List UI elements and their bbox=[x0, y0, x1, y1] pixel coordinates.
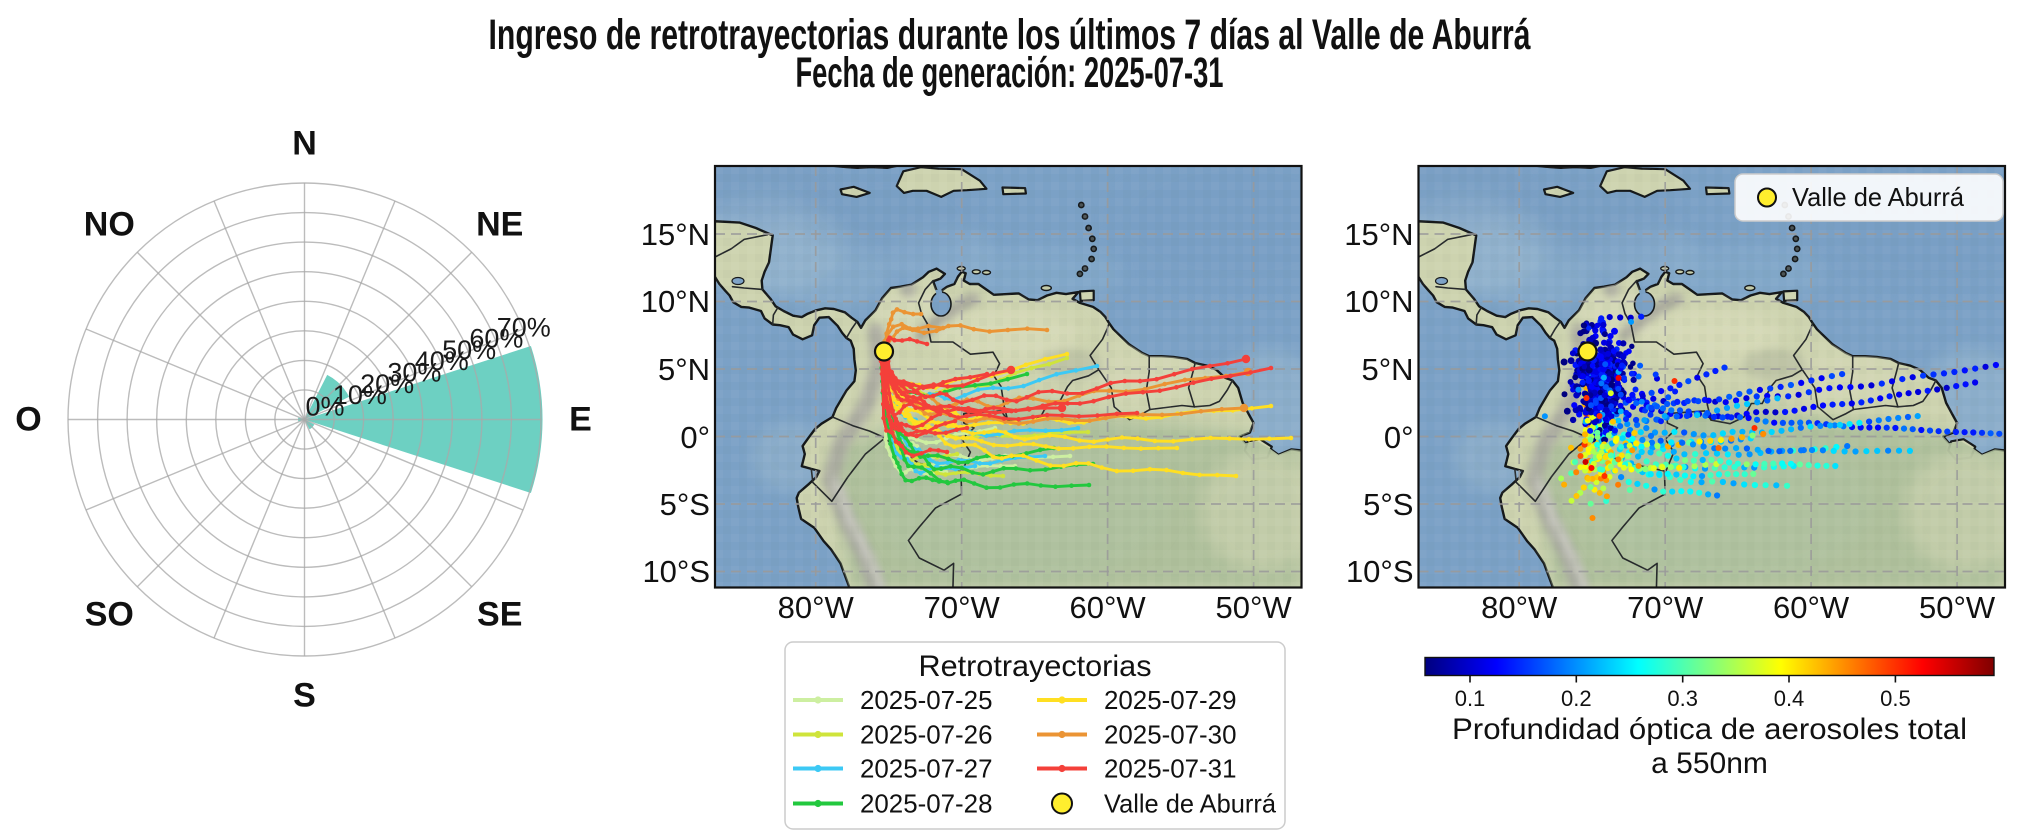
svg-text:E: E bbox=[569, 401, 592, 439]
svg-text:0°: 0° bbox=[680, 420, 710, 455]
svg-text:0.2: 0.2 bbox=[1561, 686, 1592, 711]
svg-text:Profundidad óptica de aerosole: Profundidad óptica de aerosoles total bbox=[1452, 713, 1967, 746]
svg-text:70%: 70% bbox=[497, 312, 551, 342]
svg-text:60%: 60% bbox=[469, 324, 523, 354]
svg-text:5°S: 5°S bbox=[1363, 487, 1413, 522]
svg-text:NE: NE bbox=[476, 205, 523, 243]
svg-text:SE: SE bbox=[477, 596, 522, 634]
svg-text:80°W: 80°W bbox=[1481, 590, 1558, 625]
svg-text:10°S: 10°S bbox=[1346, 554, 1414, 589]
svg-text:S: S bbox=[293, 677, 316, 715]
svg-text:Ingreso de retrotrayectorias d: Ingreso de retrotrayectorias durante los… bbox=[489, 11, 1532, 59]
svg-text:Fecha de generación: 2025-07-3: Fecha de generación: 2025-07-31 bbox=[796, 49, 1224, 97]
svg-text:5°S: 5°S bbox=[660, 487, 710, 522]
svg-text:SO: SO bbox=[85, 596, 134, 634]
svg-text:Valle de Aburrá: Valle de Aburrá bbox=[1104, 789, 1277, 819]
svg-text:70°W: 70°W bbox=[924, 590, 1001, 625]
svg-text:10°N: 10°N bbox=[641, 284, 710, 319]
svg-text:0°: 0° bbox=[1384, 420, 1414, 455]
svg-text:30%: 30% bbox=[387, 358, 441, 388]
svg-text:2025-07-26: 2025-07-26 bbox=[860, 720, 993, 750]
svg-text:NO: NO bbox=[84, 205, 135, 243]
svg-text:2025-07-28: 2025-07-28 bbox=[860, 789, 993, 819]
svg-text:15°N: 15°N bbox=[641, 217, 710, 252]
svg-text:40%: 40% bbox=[415, 346, 469, 376]
svg-text:0%: 0% bbox=[306, 392, 345, 422]
svg-text:Valle de Aburrá: Valle de Aburrá bbox=[1792, 182, 1965, 212]
svg-text:15°N: 15°N bbox=[1344, 217, 1413, 252]
svg-text:50%: 50% bbox=[442, 335, 496, 365]
svg-text:5°N: 5°N bbox=[658, 352, 710, 387]
svg-text:N: N bbox=[292, 125, 317, 163]
svg-text:20%: 20% bbox=[360, 369, 414, 399]
svg-text:5°N: 5°N bbox=[1361, 352, 1413, 387]
svg-text:O: O bbox=[15, 401, 41, 439]
svg-text:50°W: 50°W bbox=[1919, 590, 1996, 625]
svg-text:Retrotrayectorias: Retrotrayectorias bbox=[919, 650, 1152, 683]
svg-text:10%: 10% bbox=[333, 380, 387, 410]
svg-text:60°W: 60°W bbox=[1773, 590, 1850, 625]
svg-text:2025-07-31: 2025-07-31 bbox=[1104, 754, 1237, 784]
svg-text:10°S: 10°S bbox=[642, 554, 710, 589]
svg-text:2025-07-29: 2025-07-29 bbox=[1104, 685, 1237, 715]
svg-text:80°W: 80°W bbox=[778, 590, 855, 625]
svg-text:a 550nm: a 550nm bbox=[1651, 747, 1768, 780]
svg-text:60°W: 60°W bbox=[1070, 590, 1147, 625]
svg-text:2025-07-30: 2025-07-30 bbox=[1104, 720, 1237, 750]
svg-text:0.5: 0.5 bbox=[1880, 686, 1911, 711]
svg-text:2025-07-27: 2025-07-27 bbox=[860, 754, 993, 784]
svg-text:50°W: 50°W bbox=[1216, 590, 1293, 625]
svg-text:0.1: 0.1 bbox=[1455, 686, 1486, 711]
svg-text:70°W: 70°W bbox=[1627, 590, 1704, 625]
svg-text:2025-07-25: 2025-07-25 bbox=[860, 685, 993, 715]
svg-text:0.4: 0.4 bbox=[1774, 686, 1805, 711]
svg-text:0.3: 0.3 bbox=[1667, 686, 1698, 711]
svg-text:10°N: 10°N bbox=[1344, 284, 1413, 319]
